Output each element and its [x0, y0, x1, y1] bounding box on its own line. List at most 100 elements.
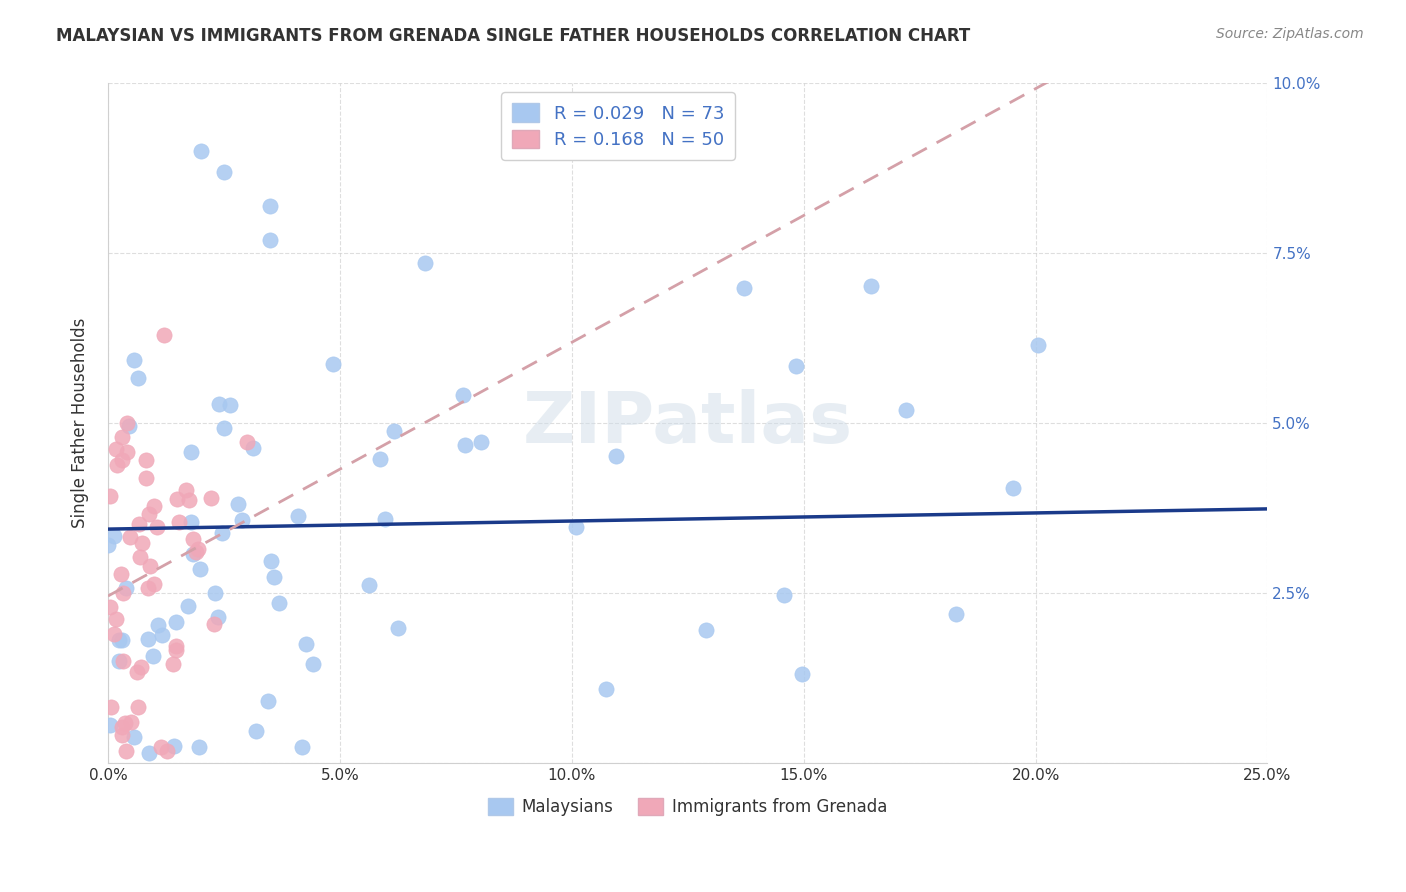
Point [138, 507, 160, 521]
Point [150, 628, 173, 642]
Point [111, 586, 134, 600]
Point [107, 654, 129, 668]
Text: Source: ZipAtlas.com: Source: ZipAtlas.com [1216, 27, 1364, 41]
Point [114, 716, 136, 731]
Point [180, 445, 202, 459]
Point [231, 512, 253, 526]
Point [212, 165, 235, 179]
Point [207, 610, 229, 624]
Point [183, 547, 205, 561]
Point [595, 681, 617, 696]
Point [105, 458, 128, 472]
Point [105, 442, 128, 456]
Point [259, 233, 281, 247]
Point [111, 632, 134, 647]
Point [187, 739, 209, 754]
Point [181, 532, 204, 546]
Point [98, 489, 121, 503]
Point [605, 449, 627, 463]
Point [148, 617, 170, 632]
Point [118, 419, 141, 434]
Point [110, 566, 132, 581]
Point [104, 612, 127, 626]
Point [295, 637, 318, 651]
Text: ZIPatlas: ZIPatlas [523, 389, 853, 458]
Point [129, 549, 152, 564]
Point [202, 617, 225, 632]
Point [135, 453, 157, 467]
Point [120, 530, 142, 544]
Point [103, 529, 125, 543]
Y-axis label: Single Father Households: Single Father Households [72, 318, 89, 528]
Point [1026, 338, 1049, 352]
Point [135, 471, 157, 485]
Point [111, 453, 134, 467]
Point [162, 657, 184, 671]
Point [100, 699, 122, 714]
Point [127, 699, 149, 714]
Point [165, 639, 187, 653]
Point [167, 516, 190, 530]
Point [200, 491, 222, 506]
Point [97, 538, 120, 552]
Point [128, 517, 150, 532]
Legend: Malaysians, Immigrants from Grenada: Malaysians, Immigrants from Grenada [482, 791, 894, 822]
Point [896, 403, 918, 417]
Point [142, 500, 165, 514]
Point [374, 512, 396, 526]
Point [138, 581, 160, 595]
Point [859, 279, 882, 293]
Point [368, 452, 391, 467]
Point [111, 720, 134, 734]
Point [773, 588, 796, 602]
Point [115, 445, 138, 459]
Point [131, 536, 153, 550]
Point [98, 599, 121, 614]
Point [176, 483, 198, 497]
Point [733, 281, 755, 295]
Point [114, 581, 136, 595]
Point [257, 694, 280, 708]
Point [111, 430, 134, 444]
Point [208, 397, 231, 411]
Point [136, 632, 159, 646]
Point [138, 746, 160, 760]
Text: MALAYSIAN VS IMMIGRANTS FROM GRENADA SINGLE FATHER HOUSEHOLDS CORRELATION CHART: MALAYSIAN VS IMMIGRANTS FROM GRENADA SIN… [56, 27, 970, 45]
Point [156, 743, 179, 757]
Point [127, 371, 149, 385]
Point [214, 421, 236, 435]
Point [245, 723, 267, 738]
Point [226, 497, 249, 511]
Point [139, 558, 162, 573]
Point [120, 714, 142, 729]
Point [291, 740, 314, 755]
Point [152, 327, 174, 342]
Point [111, 655, 134, 669]
Point [301, 657, 323, 672]
Point [1002, 481, 1025, 495]
Point [260, 554, 283, 568]
Point [149, 739, 172, 754]
Point [382, 424, 405, 438]
Point [163, 739, 186, 753]
Point [322, 357, 344, 371]
Point [177, 599, 200, 614]
Point [204, 586, 226, 600]
Point [187, 541, 209, 556]
Point [267, 596, 290, 610]
Point [211, 525, 233, 540]
Point [454, 438, 477, 452]
Point [945, 607, 967, 621]
Point [122, 353, 145, 368]
Point [263, 570, 285, 584]
Point [259, 199, 281, 213]
Point [790, 666, 813, 681]
Point [453, 388, 475, 402]
Point [165, 643, 187, 657]
Point [218, 398, 240, 412]
Point [129, 659, 152, 673]
Point [359, 578, 381, 592]
Point [143, 577, 166, 591]
Point [387, 621, 409, 635]
Point [190, 145, 212, 159]
